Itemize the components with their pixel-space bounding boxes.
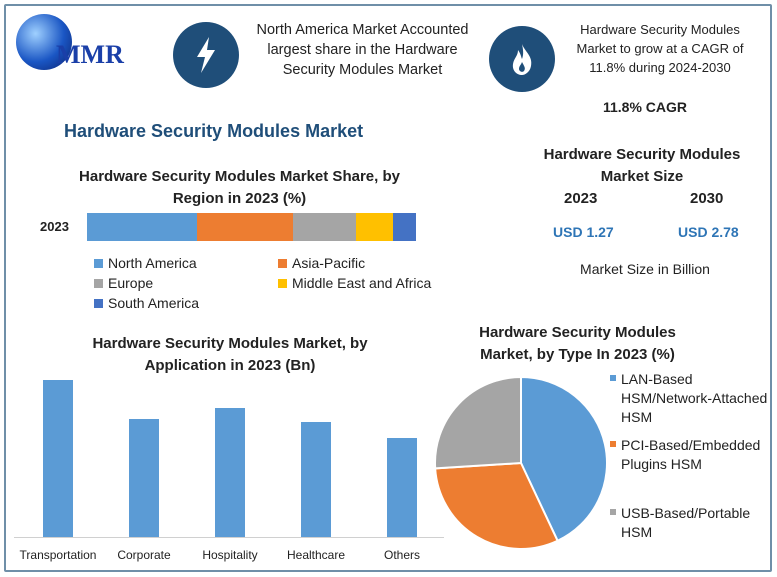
cagr-value: 11.8% CAGR (602, 99, 688, 115)
legend-swatch (278, 278, 287, 288)
legend-label: PCI-Based/Embedded Plugins HSM (621, 437, 761, 472)
infographic-frame (4, 4, 772, 572)
year-2023: 2023 (564, 190, 598, 207)
application-bar (129, 419, 159, 537)
region-chart-title: Hardware Security Modules Market Share, … (79, 168, 400, 207)
application-tick-label: Corporate (117, 548, 171, 562)
region-segment-3 (356, 213, 393, 241)
market-size-title: Hardware Security Modules Market Size (543, 146, 741, 185)
application-bar (43, 380, 73, 537)
logo: MMR (14, 12, 159, 82)
type-pie-chart (434, 375, 608, 550)
type-legend-item: USB-Based/Portable HSM (610, 504, 770, 542)
fact-cagr: Hardware Security Modules Market to grow… (576, 22, 744, 75)
market-size-note-text: Market Size in Billion (580, 261, 710, 277)
value-2030: USD 2.78 (678, 224, 739, 240)
region-segment-2 (293, 213, 357, 241)
market-size-note: Market Size in Billion (560, 261, 730, 277)
region-segment-0 (87, 213, 197, 241)
pie-slice-0 (520, 375, 608, 543)
application-bar (387, 438, 417, 537)
value-2023: USD 1.27 (553, 224, 614, 240)
legend-label: Middle East and Africa (292, 275, 432, 291)
region-segment-1 (196, 213, 294, 241)
fact-north-america: North America Market Accounted largest s… (256, 22, 469, 78)
legend-label: South America (108, 295, 200, 311)
application-chart-title: Hardware Security Modules Market, by App… (92, 335, 368, 374)
legend-label: USB-Based/Portable HSM (621, 505, 751, 540)
region-legend-item: Middle East and Africa (278, 275, 431, 291)
region-legend-item: South America (94, 295, 199, 311)
application-bar (301, 422, 331, 537)
legend-label: Europe (108, 275, 154, 291)
application-axis (14, 537, 444, 538)
legend-swatch (610, 509, 616, 515)
pie-slice-2 (434, 375, 522, 470)
legend-swatch (610, 441, 616, 447)
legend-swatch (94, 258, 103, 268)
type-legend-item: PCI-Based/Embedded Plugins HSM (610, 436, 770, 474)
application-tick-label: Healthcare (286, 548, 346, 562)
type-chart-title: Hardware Security Modules Market, by Typ… (479, 324, 676, 363)
region-legend-item: Europe (94, 275, 153, 291)
application-bar (215, 408, 245, 537)
legend-label: North America (108, 255, 197, 271)
type-legend-item: LAN-Based HSM/Network-Attached HSM (610, 370, 770, 427)
region-legend-item: North America (94, 255, 197, 271)
legend-swatch (94, 278, 103, 288)
legend-swatch (278, 258, 287, 268)
region-stacked-bar (87, 213, 416, 241)
logo-text: MMR (56, 40, 124, 69)
year-2030: 2030 (690, 190, 724, 207)
region-category-label: 2023 (40, 219, 69, 234)
main-title: Hardware Security Modules Market (64, 121, 364, 141)
region-segment-4 (392, 213, 416, 241)
application-tick-label: Transportation (19, 548, 97, 562)
pie-slice-1 (434, 461, 559, 550)
legend-label: LAN-Based HSM/Network-Attached HSM (621, 371, 768, 425)
legend-label: Asia-Pacific (292, 255, 366, 271)
application-tick-label: Others (383, 548, 420, 562)
legend-swatch (94, 298, 103, 308)
legend-swatch (610, 375, 616, 381)
lightning-icon (173, 22, 239, 88)
region-legend-item: Asia-Pacific (278, 255, 365, 271)
flame-icon (489, 26, 555, 92)
application-tick-label: Hospitality (202, 548, 258, 562)
